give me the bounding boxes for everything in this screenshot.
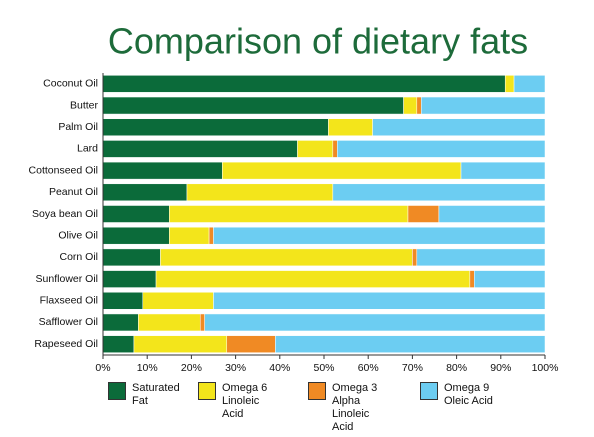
bar-segment: [102, 183, 188, 202]
x-tick-label: 80%: [446, 362, 467, 374]
bar-segment: [138, 313, 201, 332]
bar-segment: [102, 313, 139, 332]
bar-segment: [469, 270, 475, 288]
bar-segment: [504, 75, 515, 93]
bar-segment: [102, 335, 135, 353]
y-tick-label: Peanut Oil: [49, 186, 98, 198]
x-tick-label: 0%: [95, 362, 110, 374]
bar-segment: [407, 205, 440, 223]
bar-segment: [102, 75, 506, 93]
bar-segment: [438, 205, 546, 223]
legend-swatch: [420, 382, 438, 400]
x-tick-label: 100%: [532, 362, 559, 374]
legend-item: Omega 6 Linoleic Acid: [198, 382, 282, 421]
y-tick-label: Sunflower Oil: [36, 273, 98, 285]
bar-segment: [102, 140, 298, 158]
bar-segment: [226, 335, 276, 353]
y-tick-label: Soya bean Oil: [32, 208, 98, 220]
bar-segment: [372, 118, 546, 136]
bar-segment: [208, 226, 214, 245]
x-tick-label: 60%: [358, 362, 379, 374]
bar-segment: [332, 183, 546, 202]
y-tick-label: Olive Oil: [58, 229, 98, 241]
y-tick-label: Safflower Oil: [39, 316, 98, 328]
legend-swatch: [198, 382, 216, 400]
legend-label: Omega 6 Linoleic Acid: [222, 382, 268, 420]
y-tick-label: Rapeseed Oil: [34, 338, 98, 350]
y-tick-label: Cottonseed Oil: [29, 164, 98, 176]
y-tick-label: Flaxseed Oil: [40, 295, 98, 307]
legend-swatch: [308, 382, 326, 400]
bar-segment: [155, 270, 471, 288]
bar-segment: [420, 96, 546, 115]
legend-item: Omega 9 Oleic Acid: [420, 382, 504, 408]
bar-segment: [186, 183, 334, 202]
bar-segment: [102, 118, 329, 136]
bar-segment: [416, 248, 546, 267]
x-tick-label: 20%: [181, 362, 202, 374]
bar-segment: [222, 161, 462, 180]
bar-segment: [460, 161, 546, 180]
x-tick-label: 30%: [225, 362, 246, 374]
bar-segment: [416, 96, 422, 115]
y-tick-label: Coconut Oil: [43, 78, 98, 90]
x-tick-label: 10%: [137, 362, 158, 374]
bar-segment: [199, 313, 205, 332]
bar-segment: [337, 140, 546, 158]
bar-segment: [102, 96, 404, 115]
x-tick-label: 70%: [402, 362, 423, 374]
bar-segment: [142, 292, 214, 310]
x-tick-label: 50%: [313, 362, 334, 374]
legend-item: Saturated Fat: [108, 382, 180, 408]
bar-segment: [328, 118, 373, 136]
legend-label: Omega 9 Oleic Acid: [444, 382, 493, 407]
bar-segment: [403, 96, 418, 115]
bar-segment: [412, 248, 418, 267]
legend-swatch: [108, 382, 126, 400]
bar-segment: [169, 226, 210, 245]
y-tick-label: Corn Oil: [59, 251, 98, 263]
bar-segment: [102, 270, 157, 288]
y-tick-label: Butter: [70, 99, 99, 111]
bar-segment: [213, 292, 546, 310]
x-tick-label: 40%: [269, 362, 290, 374]
bar-segment: [513, 75, 546, 93]
legend-label: Saturated Fat: [132, 382, 180, 407]
bar-segment: [474, 270, 546, 288]
bar-segment: [332, 140, 338, 158]
chart-title: Comparison of dietary fats: [108, 21, 528, 62]
bar-segment: [160, 248, 413, 267]
bar-segment: [102, 205, 170, 223]
x-tick-label: 90%: [490, 362, 511, 374]
y-tick-label: Palm Oil: [58, 121, 98, 133]
bar-segment: [275, 335, 546, 353]
bar-segment: [169, 205, 409, 223]
bar-segment: [102, 248, 161, 267]
legend-label: Omega 3 Alpha Linoleic Acid: [332, 382, 378, 433]
y-tick-label: Lard: [77, 143, 98, 155]
bar-segment: [213, 226, 546, 245]
bar-segment: [297, 140, 334, 158]
bar-segment: [133, 335, 228, 353]
bar-segment: [102, 161, 223, 180]
bar-segment: [102, 226, 170, 245]
bar-segment: [102, 292, 144, 310]
legend-item: Omega 3 Alpha Linoleic Acid: [308, 382, 392, 434]
bar-segment: [204, 313, 546, 332]
legend: Saturated Fat Omega 6 Linoleic Acid Omega …: [108, 382, 578, 434]
